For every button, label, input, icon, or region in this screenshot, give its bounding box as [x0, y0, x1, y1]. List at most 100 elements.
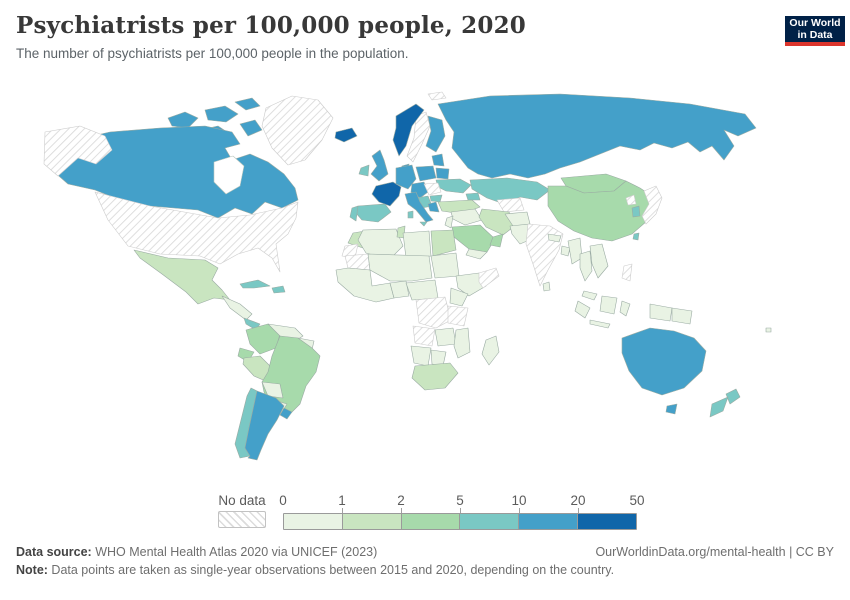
country-jordan-israel[interactable] — [444, 215, 454, 229]
legend-tick-labels: 0 1 2 5 10 20 50 — [279, 493, 644, 508]
country-nepal[interactable] — [547, 233, 562, 243]
country-saudi-arabia[interactable] — [451, 224, 496, 253]
country-nigeria[interactable] — [389, 280, 410, 299]
country-japan[interactable] — [641, 185, 663, 225]
country-mali-niger-chad[interactable] — [367, 253, 433, 282]
country-russia[interactable] — [437, 93, 757, 179]
country-turkmenistan[interactable] — [496, 197, 525, 213]
country-madagascar[interactable] — [481, 335, 500, 366]
country-kazakhstan[interactable] — [469, 177, 551, 205]
country-uk[interactable] — [370, 149, 389, 182]
country-central-america[interactable] — [221, 295, 253, 321]
owid-logo[interactable]: Our World in Data — [785, 16, 845, 46]
country-uruguay[interactable] — [279, 407, 293, 420]
country-fiji[interactable] — [765, 327, 772, 333]
country-egypt[interactable] — [430, 229, 457, 257]
country-canada-arctic-island[interactable] — [234, 97, 261, 111]
country-java[interactable] — [589, 319, 611, 329]
country-angola[interactable] — [412, 325, 436, 347]
legend-bin-20-50[interactable] — [577, 514, 636, 529]
legend-tick-0: 0 — [279, 493, 287, 508]
country-namibia[interactable] — [410, 345, 432, 367]
country-svalbard[interactable] — [427, 91, 447, 101]
country-mauritania[interactable] — [344, 253, 371, 271]
country-caucasus[interactable] — [465, 192, 481, 201]
country-sumatra[interactable] — [574, 300, 591, 319]
country-bulgaria[interactable] — [429, 194, 443, 203]
chart-footer: Data source: WHO Mental Health Atlas 202… — [16, 544, 834, 579]
data-source-line: Data source: WHO Mental Health Atlas 202… — [16, 544, 377, 561]
owid-link[interactable]: OurWorldinData.org/mental-health | CC BY — [595, 545, 834, 559]
country-iraq-syria[interactable] — [450, 208, 483, 226]
country-australia[interactable] — [621, 327, 707, 396]
country-baltics[interactable] — [431, 153, 445, 167]
country-spain[interactable] — [354, 203, 392, 223]
country-somalia[interactable] — [478, 267, 500, 289]
country-sri-lanka[interactable] — [542, 281, 551, 292]
legend-bin-0-1[interactable] — [284, 514, 342, 529]
country-india[interactable] — [525, 223, 564, 287]
country-papua-new-guinea[interactable] — [671, 307, 693, 325]
country-ethiopia[interactable] — [455, 272, 487, 297]
country-belarus[interactable] — [435, 167, 450, 180]
country-tanzania[interactable] — [447, 305, 469, 327]
country-hispaniola[interactable] — [271, 285, 286, 294]
country-south-africa[interactable] — [411, 362, 459, 391]
country-philippines[interactable] — [621, 263, 633, 282]
country-yemen[interactable] — [465, 248, 488, 260]
legend-bin-5-10[interactable] — [459, 514, 519, 529]
country-cuba[interactable] — [239, 279, 271, 289]
country-ukraine[interactable] — [435, 178, 472, 194]
country-borneo[interactable] — [599, 295, 618, 315]
country-sardinia[interactable] — [407, 210, 414, 219]
country-zambia-zimbabwe[interactable] — [434, 327, 457, 347]
legend-bin-10-20[interactable] — [518, 514, 578, 529]
legend-bin-2-5[interactable] — [400, 514, 460, 529]
country-new-zealand-south[interactable] — [709, 396, 729, 418]
country-canada-arctic-island[interactable] — [239, 119, 263, 137]
country-canada-arctic-island[interactable] — [204, 105, 239, 123]
legend-bin-1-2[interactable] — [341, 514, 401, 529]
country-greece[interactable] — [427, 201, 440, 213]
country-italy[interactable] — [404, 191, 434, 223]
legend-tick-5: 5 — [456, 493, 464, 508]
country-north-korea[interactable] — [625, 194, 637, 206]
country-malaysia[interactable] — [581, 290, 598, 301]
country-canada-arctic-island[interactable] — [167, 111, 199, 129]
chart-header: Psychiatrists per 100,000 people, 2020 T… — [16, 12, 776, 61]
country-drc[interactable] — [415, 296, 452, 329]
country-kenya-uganda[interactable] — [449, 287, 469, 307]
country-thailand[interactable] — [579, 250, 593, 282]
country-south-korea[interactable] — [631, 205, 641, 218]
country-vietnam-laos[interactable] — [589, 243, 609, 279]
country-mozambique[interactable] — [453, 327, 471, 359]
country-greenland[interactable] — [261, 95, 334, 166]
country-taiwan[interactable] — [632, 232, 640, 241]
country-sulawesi[interactable] — [619, 300, 631, 317]
country-poland[interactable] — [415, 165, 437, 182]
country-oman[interactable] — [489, 233, 504, 248]
country-argentina[interactable] — [244, 390, 285, 461]
country-united-states[interactable] — [94, 191, 299, 273]
country-finland[interactable] — [425, 115, 446, 153]
country-tasmania[interactable] — [665, 403, 678, 415]
country-romania[interactable] — [423, 182, 442, 196]
country-france[interactable] — [371, 181, 402, 207]
country-sicily[interactable] — [419, 221, 428, 227]
country-bolivia[interactable] — [261, 381, 284, 399]
country-sudan[interactable] — [430, 252, 460, 279]
country-bangladesh[interactable] — [560, 245, 571, 257]
country-new-zealand-north[interactable] — [725, 388, 741, 405]
country-norway[interactable] — [392, 103, 425, 157]
country-sweden[interactable] — [406, 111, 431, 163]
country-west-new-guinea[interactable] — [649, 303, 673, 322]
no-data-swatch[interactable] — [218, 511, 266, 528]
country-ireland[interactable] — [358, 164, 370, 177]
country-portugal[interactable] — [349, 205, 359, 222]
note-text: Data points are taken as single-year obs… — [47, 563, 615, 577]
legend-tick-1: 1 — [338, 493, 346, 508]
country-libya[interactable] — [402, 230, 432, 259]
country-alaska[interactable] — [43, 125, 113, 177]
country-cameroon-car[interactable] — [405, 279, 439, 301]
country-iceland[interactable] — [334, 127, 358, 143]
